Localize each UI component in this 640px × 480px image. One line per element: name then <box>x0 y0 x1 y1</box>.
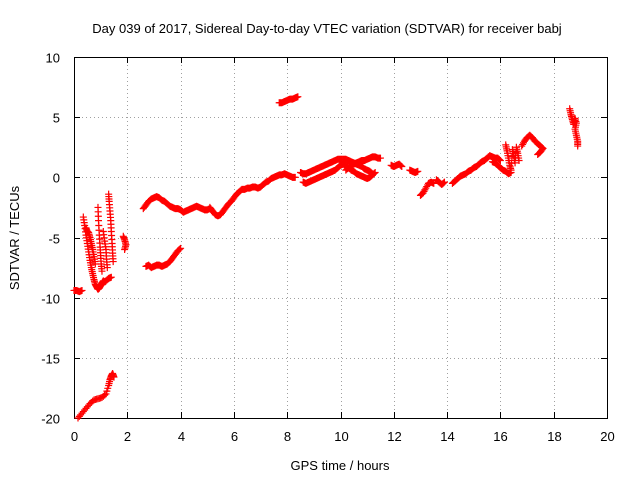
data-point <box>109 258 117 266</box>
data-point <box>91 260 99 268</box>
y-tick-label: -5 <box>48 232 60 247</box>
y-tick-label: 5 <box>53 111 60 126</box>
data-series-sdtvar <box>70 93 582 422</box>
data-point <box>496 156 504 164</box>
data-point <box>176 245 184 253</box>
y-tick-label: 10 <box>46 51 60 66</box>
data-point <box>110 373 118 381</box>
data-point <box>535 150 543 158</box>
y-tick-label: 0 <box>53 171 60 186</box>
data-point <box>507 166 515 174</box>
data-point <box>440 178 448 186</box>
x-tick-label: 0 <box>71 429 78 444</box>
x-tick-label: 10 <box>334 429 348 444</box>
data-point <box>103 264 111 272</box>
y-tick-label: -20 <box>41 412 60 427</box>
x-tick-label: 4 <box>178 429 185 444</box>
data-point <box>574 142 582 150</box>
data-point <box>440 179 448 187</box>
chart-title: Day 039 of 2017, Sidereal Day-to-day VTE… <box>92 21 562 36</box>
data-point <box>430 179 438 187</box>
grid <box>74 57 607 418</box>
axis-ticks: 0 2 4 6 8 10 12 14 16 18 20 -20 -15 -10 -5 0 5 10 <box>41 51 615 445</box>
data-point <box>177 244 185 252</box>
x-tick-label: 18 <box>547 429 561 444</box>
data-point <box>397 162 405 170</box>
x-tick-label: 16 <box>493 429 507 444</box>
data-point <box>98 267 106 275</box>
data-point <box>370 169 378 177</box>
x-tick-label: 14 <box>440 429 454 444</box>
data-point <box>121 246 129 254</box>
data-point <box>101 391 109 399</box>
data-point <box>371 169 379 177</box>
y-tick-label: -10 <box>41 292 60 307</box>
y-tick-label: -15 <box>41 352 60 367</box>
data-point <box>78 286 86 294</box>
y-axis-label: SDTVAR / TECUs <box>7 185 22 290</box>
x-tick-label: 2 <box>124 429 131 444</box>
data-point <box>294 93 302 101</box>
data-point <box>376 154 384 162</box>
data-point <box>291 173 299 181</box>
data-point <box>534 150 542 158</box>
x-tick-label: 8 <box>284 429 291 444</box>
x-tick-label: 6 <box>231 429 238 444</box>
data-point <box>107 273 115 281</box>
x-tick-label: 20 <box>600 429 614 444</box>
x-axis-label: GPS time / hours <box>291 458 390 473</box>
data-point <box>414 167 422 175</box>
data-point <box>398 163 406 171</box>
data-point <box>515 156 523 164</box>
data-point <box>496 156 504 164</box>
x-tick-label: 12 <box>387 429 401 444</box>
